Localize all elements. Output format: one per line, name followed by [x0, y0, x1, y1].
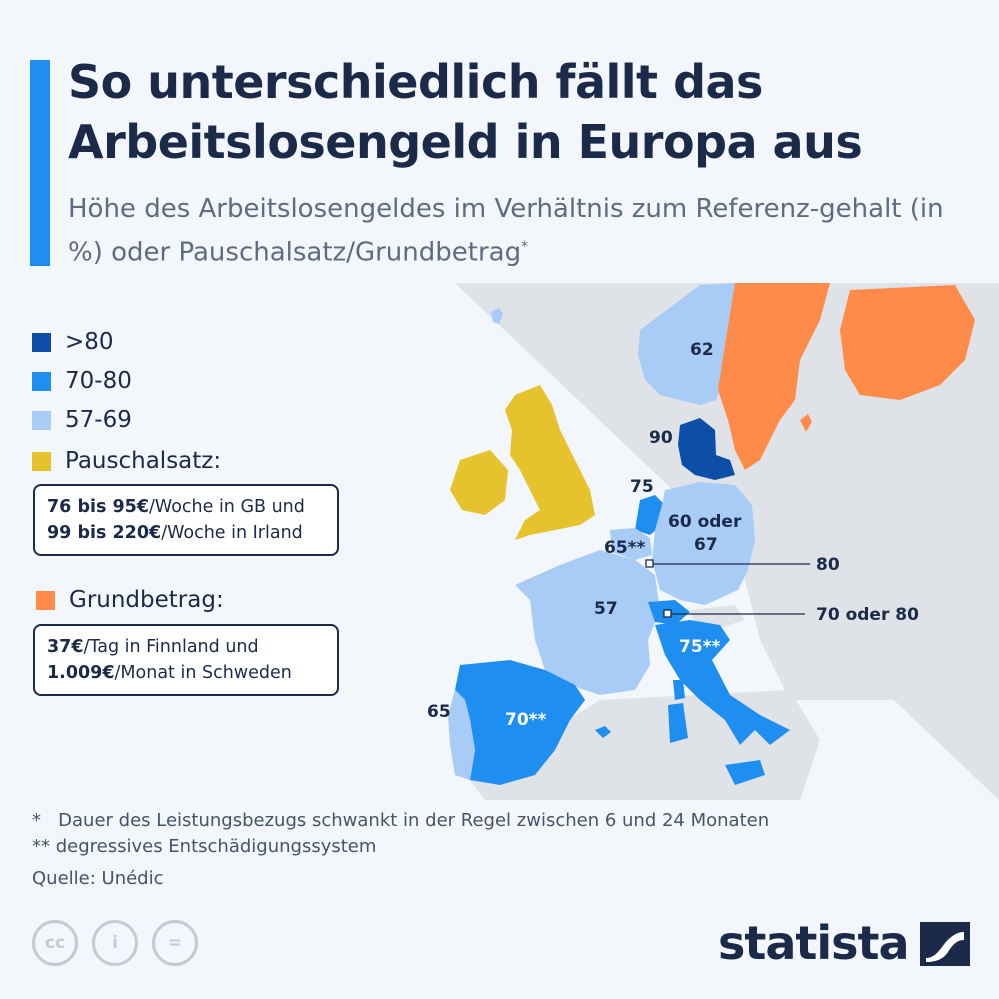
- island-sicily: [725, 760, 765, 785]
- islands-balearic: [595, 726, 611, 738]
- legend-label: Pauschalsatz:: [65, 448, 222, 474]
- no-derivatives-icon[interactable]: =: [152, 920, 198, 966]
- country-france: [515, 550, 660, 695]
- legend-item-over-80: >80: [32, 327, 114, 357]
- attribution-icon-text: i: [112, 933, 118, 953]
- note-amount: 37€: [47, 637, 84, 657]
- note-amount: 99 bis 220€: [47, 523, 162, 543]
- label-netherlands: 75: [630, 477, 654, 497]
- footnote-1: * Dauer des Leistungsbezugs schwankt in …: [32, 810, 770, 831]
- island-sardinia: [668, 703, 688, 743]
- legend-swatch-yellow: [32, 451, 51, 471]
- statista-logo-icon: [920, 922, 970, 966]
- country-spain: [455, 660, 585, 785]
- grundbetrag-note: 37€/Tag in Finnland und 1.009€/Monat in …: [33, 624, 339, 696]
- label-belgium: 65**: [604, 538, 646, 558]
- legend-label: >80: [65, 329, 114, 355]
- label-luxembourg: 80: [816, 555, 840, 575]
- grundbetrag-line-2: 1.009€/Monat in Schweden: [47, 660, 325, 686]
- footnote-2: ** degressives Entschädigungssystem: [32, 836, 377, 857]
- note-text: /Tag in Finnland und: [83, 637, 259, 657]
- legend-item-grundbetrag: Grundbetrag:: [36, 585, 224, 615]
- note-amount: 76 bis 95€: [47, 497, 150, 517]
- country-austria: [690, 605, 745, 628]
- legend-item-70-80: 70-80: [32, 366, 132, 396]
- legend-label: 57-69: [65, 407, 132, 433]
- source-note: Quelle: Unédic: [32, 868, 164, 889]
- statista-logo-text[interactable]: statista: [718, 916, 910, 970]
- note-amount: 1.009€: [47, 663, 115, 683]
- chart-title: So unterschiedlich fällt das Arbeitslose…: [68, 55, 863, 169]
- label-france: 57: [594, 599, 618, 619]
- country-portugal: [448, 690, 475, 780]
- country-finland: [840, 285, 975, 400]
- label-switzerland: 70 oder 80: [816, 605, 919, 625]
- legend-swatch-mid-blue: [32, 371, 51, 391]
- island-corsica: [673, 680, 685, 700]
- note-text: /Monat in Schweden: [114, 663, 292, 683]
- label-denmark: 90: [649, 428, 673, 448]
- legend-swatch-light-blue: [32, 410, 51, 430]
- accent-bar: [30, 60, 50, 266]
- no-derivatives-icon-text: =: [167, 933, 183, 953]
- pauschalsatz-line-2: 99 bis 220€/Woche in Irland: [47, 520, 325, 546]
- country-denmark: [678, 418, 735, 480]
- marker-switzerland: [663, 609, 672, 618]
- cc-icon-text: cc: [44, 933, 66, 953]
- subtitle-footnote-marker: *: [521, 239, 529, 255]
- attribution-icon[interactable]: i: [92, 920, 138, 966]
- island-gotland: [800, 414, 812, 432]
- chart-subtitle: Höhe des Arbeitslosengeldes im Verhältni…: [68, 190, 978, 272]
- country-norway: [638, 283, 740, 405]
- country-italy: [655, 620, 790, 745]
- grundbetrag-line-1: 37€/Tag in Finnland und: [47, 634, 325, 660]
- pauschalsatz-note: 76 bis 95€/Woche in GB und 99 bis 220€/W…: [33, 484, 339, 556]
- cc-icon[interactable]: cc: [32, 920, 78, 966]
- legend-swatch-orange: [36, 590, 55, 610]
- label-spain: 70**: [505, 710, 547, 730]
- label-germany-line1: 60 oder: [668, 512, 742, 532]
- label-germany-line2: 67: [694, 535, 718, 555]
- country-uk: [505, 385, 595, 540]
- legend-label: 70-80: [65, 368, 132, 394]
- note-text: /Woche in GB und: [149, 497, 305, 517]
- legend-label: Grundbetrag:: [69, 587, 224, 613]
- label-norway: 62: [690, 340, 714, 360]
- iceland-faroe: [491, 308, 503, 324]
- legend-swatch-dark-blue: [32, 332, 51, 352]
- country-ireland: [450, 450, 508, 515]
- country-belgium: [610, 528, 652, 560]
- label-italy: 75**: [679, 637, 721, 657]
- marker-luxembourg: [645, 559, 654, 568]
- country-sweden: [718, 283, 830, 470]
- pauschalsatz-line-1: 76 bis 95€/Woche in GB und: [47, 494, 325, 520]
- note-text: /Woche in Irland: [161, 523, 303, 543]
- country-germany: [652, 482, 755, 605]
- label-portugal: 65: [427, 702, 451, 722]
- legend-item-pauschalsatz: Pauschalsatz:: [32, 446, 221, 476]
- subtitle-text: Höhe des Arbeitslosengeldes im Verhältni…: [68, 194, 944, 268]
- legend-item-57-69: 57-69: [32, 405, 132, 435]
